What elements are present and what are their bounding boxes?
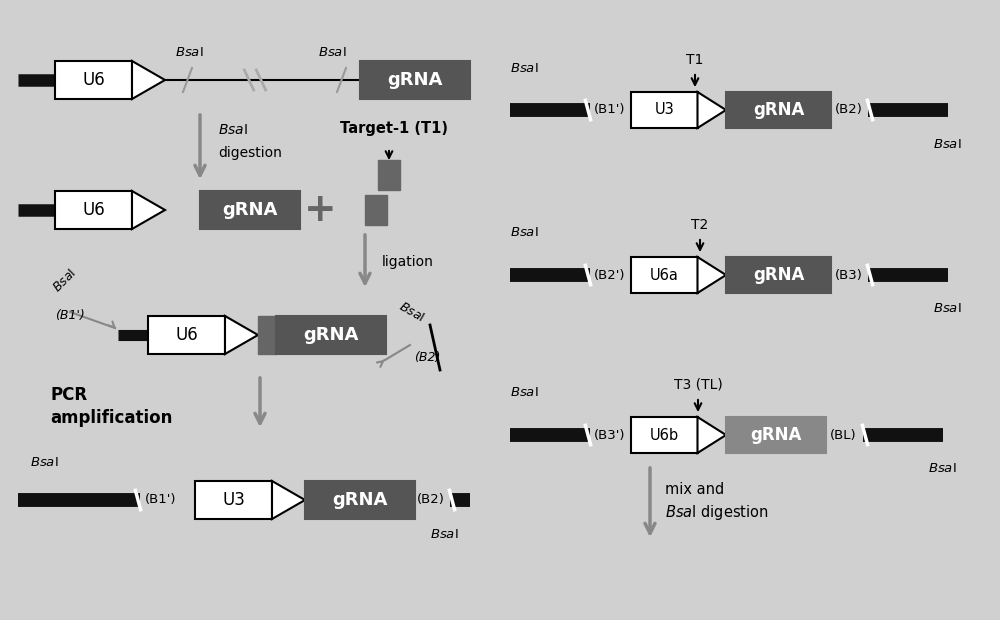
Bar (195, 481, 272, 519)
Bar (365, 195, 387, 225)
Bar (10, 10, 486, 610)
Polygon shape (132, 191, 165, 229)
Text: U3: U3 (654, 102, 674, 118)
Text: gRNA: gRNA (753, 266, 804, 284)
Text: ligation: ligation (382, 255, 434, 269)
Text: $\it{Bsa}$I: $\it{Bsa}$I (318, 45, 347, 58)
Text: U6: U6 (175, 326, 198, 344)
Text: U6: U6 (82, 71, 105, 89)
Bar (726, 257, 831, 293)
Polygon shape (225, 316, 258, 354)
Bar (726, 92, 831, 128)
Polygon shape (698, 92, 726, 128)
Text: (B2'): (B2') (594, 268, 626, 281)
Text: $\it{Bsa}$I: $\it{Bsa}$I (510, 386, 539, 399)
Text: gRNA: gRNA (387, 71, 443, 89)
Text: $\it{Bsa}$I: $\it{Bsa}$I (430, 528, 459, 541)
Text: U6: U6 (82, 201, 105, 219)
Bar (631, 92, 698, 128)
Text: gRNA: gRNA (753, 101, 804, 119)
Bar (726, 417, 826, 453)
Bar (148, 316, 225, 354)
Bar (200, 191, 300, 229)
Text: mix and: mix and (665, 482, 724, 497)
Bar (305, 481, 415, 519)
Text: (B2): (B2) (835, 104, 863, 117)
Text: (B3): (B3) (835, 268, 863, 281)
Text: (B1'): (B1') (145, 494, 176, 507)
Bar (500, 10, 982, 610)
Text: +: + (304, 191, 336, 229)
Text: $\it{Bsa}$I: $\it{Bsa}$I (928, 463, 957, 476)
Bar (631, 257, 698, 293)
Text: T2: T2 (691, 218, 709, 232)
Text: $\it{Bsa}$I: $\it{Bsa}$I (933, 303, 962, 316)
Text: $\it{Bsa}$I: $\it{Bsa}$I (175, 45, 204, 58)
Text: U6b: U6b (650, 428, 679, 443)
Text: $\it{Bsa}$I: $\it{Bsa}$I (510, 226, 539, 239)
Text: PCR: PCR (50, 386, 87, 404)
Bar (258, 316, 276, 354)
Text: Target-1 (T1): Target-1 (T1) (340, 120, 448, 136)
Text: amplification: amplification (50, 409, 172, 427)
Text: $\it{Bsa}$I digestion: $\it{Bsa}$I digestion (665, 503, 769, 523)
Text: (B2): (B2) (414, 352, 440, 365)
Text: gRNA: gRNA (750, 426, 802, 444)
Bar (631, 417, 698, 453)
Text: gRNA: gRNA (303, 326, 359, 344)
Text: (B1'): (B1') (594, 104, 626, 117)
Text: U3: U3 (222, 491, 245, 509)
Text: $\it{Bsa}$I: $\it{Bsa}$I (30, 456, 59, 469)
Polygon shape (698, 257, 726, 293)
Text: gRNA: gRNA (222, 201, 278, 219)
Polygon shape (272, 481, 305, 519)
Text: (B2): (B2) (417, 494, 445, 507)
Bar (55, 191, 132, 229)
Bar (276, 316, 386, 354)
Text: T1: T1 (686, 53, 704, 67)
Text: $\it{Bsa}$I: $\it{Bsa}$I (933, 138, 962, 151)
Text: (B1'): (B1') (55, 309, 85, 322)
Text: gRNA: gRNA (332, 491, 388, 509)
Bar (360, 61, 470, 99)
Text: $\it{Bsa}$I: $\it{Bsa}$I (218, 123, 248, 137)
Bar (378, 160, 400, 190)
Polygon shape (132, 61, 165, 99)
Text: $\it{Bsa}$I: $\it{Bsa}$I (510, 61, 539, 74)
Text: (BL): (BL) (830, 428, 857, 441)
Text: U6a: U6a (650, 267, 679, 283)
Text: T3 (TL): T3 (TL) (674, 378, 722, 392)
Text: digestion: digestion (218, 146, 282, 160)
Bar (55, 61, 132, 99)
Text: $\it{Bsa}$I: $\it{Bsa}$I (397, 299, 427, 324)
Text: $\it{Bsa}$I: $\it{Bsa}$I (50, 266, 79, 294)
Text: (B3'): (B3') (594, 428, 626, 441)
Polygon shape (698, 417, 726, 453)
